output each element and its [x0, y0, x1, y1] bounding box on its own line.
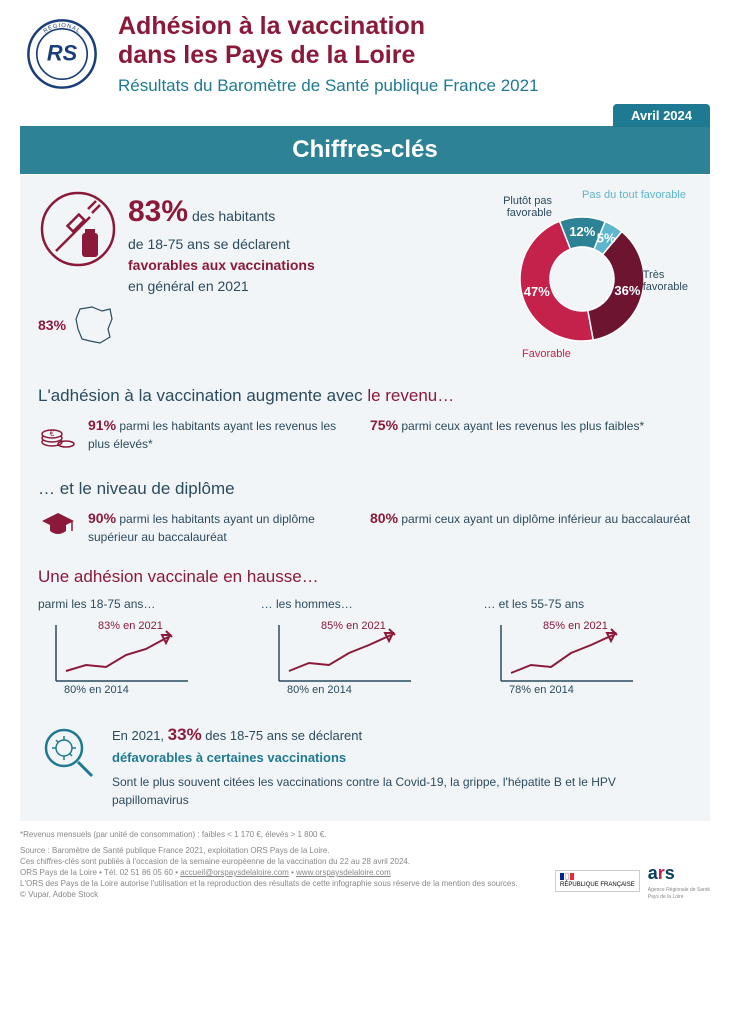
page-title: Adhésion à la vaccination dans les Pays …	[118, 12, 710, 70]
main-stat-text: 83% des habitants de 18-75 ans se déclar…	[128, 189, 315, 297]
trends-row: parmi les 18-75 ans… 83% en 2021 80% en …	[38, 597, 692, 700]
title-line2: dans les Pays de la Loire	[118, 41, 415, 69]
unfav-highlight: défavorables à certaines vaccinations	[112, 750, 346, 765]
income-high-pct: 91%	[88, 417, 116, 433]
coins-icon: €	[38, 416, 78, 457]
svg-text:80% en 2014: 80% en 2014	[287, 684, 352, 695]
lbl-tres-fav: Trèsfavorable	[643, 269, 688, 293]
stat-line1: des habitants	[192, 208, 275, 224]
unfav-detail: Sont le plus souvent citées les vaccinat…	[112, 773, 692, 809]
title-block: Adhésion à la vaccination dans les Pays …	[118, 12, 710, 96]
income-heading-a: L'adhésion à la vaccination augmente ave…	[38, 386, 367, 405]
edu-low-pct: 80%	[370, 510, 398, 526]
svg-text:80% en 2014: 80% en 2014	[64, 684, 129, 695]
svg-text:12%: 12%	[569, 224, 595, 239]
income-low-pct: 75%	[370, 417, 398, 433]
donut-chart: 36% 47% 12%5% Plutôt pasfavorable Pas du t…	[452, 189, 692, 364]
income-row: € 91% parmi les habitants ayant les reve…	[38, 416, 692, 457]
income-heading-b: le revenu…	[367, 386, 454, 405]
lbl-plutot-pas: Plutôt pasfavorable	[492, 195, 552, 219]
income-low-text: parmi ceux ayant les revenus les plus fa…	[398, 419, 644, 433]
svg-text:85% en 2021: 85% en 2021	[321, 620, 386, 632]
trend-2-label: … et les 55-75 ans	[483, 597, 692, 611]
unfavorable-text: En 2021, 33% des 18-75 ans se déclarent …	[112, 722, 692, 809]
income-high: € 91% parmi les habitants ayant les reve…	[38, 416, 360, 457]
body: 83% des habitants de 18-75 ans se déclar…	[20, 175, 710, 821]
svg-text:5%: 5%	[597, 231, 616, 246]
lbl-favorable: Favorable	[522, 348, 571, 360]
svg-text:36%: 36%	[614, 283, 640, 298]
unfav-post: des 18-75 ans se déclarent	[202, 728, 362, 743]
republique-francaise-logo: RÉPUBLIQUE FRANÇAISE	[555, 870, 640, 892]
trend-1-label: … les hommes…	[261, 597, 470, 611]
footer-note: *Revenus mensuels (par unité de consomma…	[20, 829, 710, 840]
title-line1: Adhésion à la vaccination	[118, 12, 425, 40]
trend-0-chart: 83% en 2021 80% en 2014	[38, 615, 208, 695]
income-low: 75% parmi ceux ayant les revenus les plu…	[370, 416, 692, 457]
education-heading: … et le niveau de diplôme	[38, 479, 692, 499]
trend-0: parmi les 18-75 ans… 83% en 2021 80% en …	[38, 597, 247, 700]
page: RS RÉGIONAL Adhésion à la vaccination da…	[0, 0, 730, 911]
left-col: 83% des habitants de 18-75 ans se déclar…	[38, 189, 440, 345]
magnifier-virus-icon	[38, 722, 98, 787]
svg-text:RS: RS	[47, 41, 78, 66]
footer-email-link[interactable]: accueil@orspaysdelaloire.com	[180, 868, 289, 877]
ors-logo: RS RÉGIONAL	[20, 12, 104, 96]
edu-low: 80% parmi ceux ayant un diplôme inférieu…	[370, 509, 692, 545]
lbl-pas-du-tout: Pas du tout favorable	[582, 189, 686, 201]
trend-2: … et les 55-75 ans 85% en 2021 78% en 20…	[483, 597, 692, 700]
trends-heading: Une adhésion vaccinale en hausse…	[38, 567, 692, 587]
footer-src1: Source : Baromètre de Santé publique Fra…	[20, 845, 710, 856]
footer-src3a: ORS Pays de la Loire • Tél. 02 51 86 05 …	[20, 868, 180, 877]
stat-line2: de 18-75 ans se déclarent	[128, 236, 290, 252]
syringe-vial-icon	[38, 189, 118, 297]
date-tab: Avril 2024	[613, 104, 710, 127]
trend-0-label: parmi les 18-75 ans…	[38, 597, 247, 611]
footer-logos: RÉPUBLIQUE FRANÇAISE ars Agence Régional…	[555, 861, 710, 900]
main-pct: 83%	[128, 195, 188, 228]
unfav-pre: En 2021,	[112, 728, 168, 743]
header: RS RÉGIONAL Adhésion à la vaccination da…	[0, 0, 730, 104]
income-high-text: parmi les habitants ayant les revenus le…	[88, 419, 336, 451]
svg-text:47%: 47%	[524, 284, 550, 299]
edu-high-text: parmi les habitants ayant un diplôme sup…	[88, 512, 315, 544]
graduation-cap-icon	[38, 509, 78, 544]
ars-logo: ars Agence Régionale de SantéPays de la …	[648, 861, 710, 900]
trend-1-chart: 85% en 2021 80% en 2014	[261, 615, 431, 695]
top-row: 83% des habitants de 18-75 ans se déclar…	[38, 189, 692, 364]
stat-line3: en général en 2021	[128, 278, 249, 294]
edu-high-pct: 90%	[88, 510, 116, 526]
edu-high: 90% parmi les habitants ayant un diplôme…	[38, 509, 360, 545]
trend-1: … les hommes… 85% en 2021 80% en 2014	[261, 597, 470, 700]
edu-low-text: parmi ceux ayant un diplôme inférieur au…	[398, 512, 690, 526]
education-row: 90% parmi les habitants ayant un diplôme…	[38, 509, 692, 545]
unfav-pct: 33%	[168, 725, 202, 744]
svg-text:85% en 2021: 85% en 2021	[543, 620, 608, 632]
subtitle: Résultats du Baromètre de Santé publique…	[118, 76, 710, 96]
france-map-icon: 83%	[38, 305, 440, 345]
unfavorable-block: En 2021, 33% des 18-75 ans se déclarent …	[38, 722, 692, 809]
footer: *Revenus mensuels (par unité de consomma…	[0, 821, 730, 910]
footer-web-link[interactable]: www.orspaysdelaloire.com	[296, 868, 391, 877]
france-pct: 83%	[38, 317, 66, 333]
income-heading: L'adhésion à la vaccination augmente ave…	[38, 386, 692, 406]
banner: Chiffres-clés	[20, 126, 710, 174]
trend-2-chart: 85% en 2021 78% en 2014	[483, 615, 653, 695]
svg-text:€: €	[50, 429, 55, 438]
stat-highlight: favorables aux vaccinations	[128, 257, 315, 273]
svg-text:78% en 2014: 78% en 2014	[509, 684, 574, 695]
svg-text:83% en 2021: 83% en 2021	[98, 620, 163, 632]
footer-sep: •	[289, 868, 296, 877]
